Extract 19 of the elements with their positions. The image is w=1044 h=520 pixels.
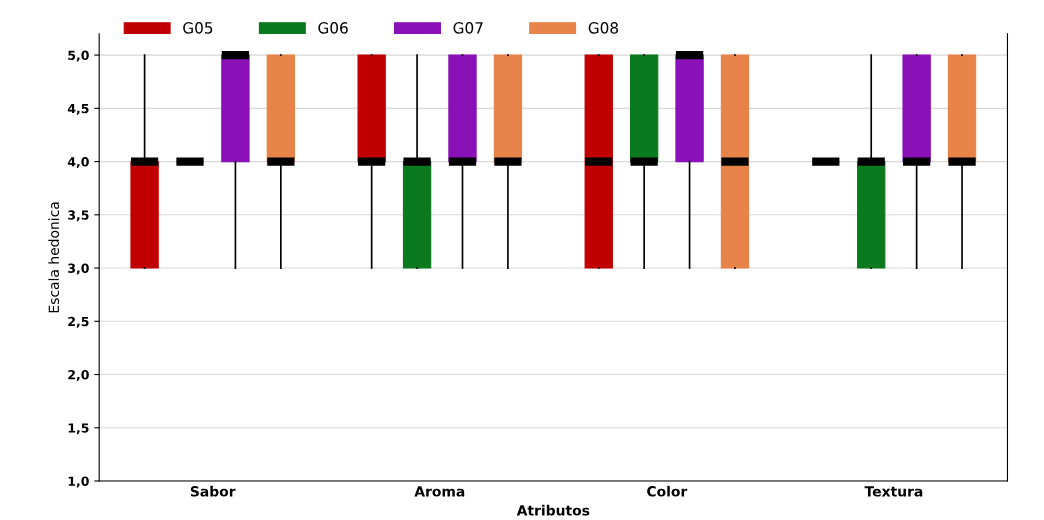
y-tick-label: 5,0	[68, 50, 89, 62]
x-tick-label: Textura	[864, 486, 923, 497]
y-tick-label: 2,0	[68, 370, 89, 382]
legend-label: G08	[588, 22, 619, 34]
x-tick-label: Sabor	[190, 485, 236, 497]
y-axis-title: Escala hedonica	[48, 202, 60, 313]
x-tick-label: Aroma	[414, 486, 465, 497]
legend-label: G05	[183, 22, 213, 34]
y-tick-label: 4,5	[67, 103, 89, 115]
x-tick-label: Color	[647, 485, 688, 497]
y-tick-label: 3,5	[68, 210, 89, 222]
y-tick-label: 1,5	[68, 423, 89, 435]
y-tick-label: 3,0	[68, 263, 89, 275]
legend-label: G06	[318, 22, 348, 34]
y-tick-label: 2,5	[68, 316, 89, 328]
legend-label: G07	[453, 22, 483, 34]
x-axis-title: Atributos	[516, 504, 590, 516]
y-tick-label: 4,0	[67, 157, 89, 169]
y-tick-label: 1,0	[68, 476, 89, 488]
